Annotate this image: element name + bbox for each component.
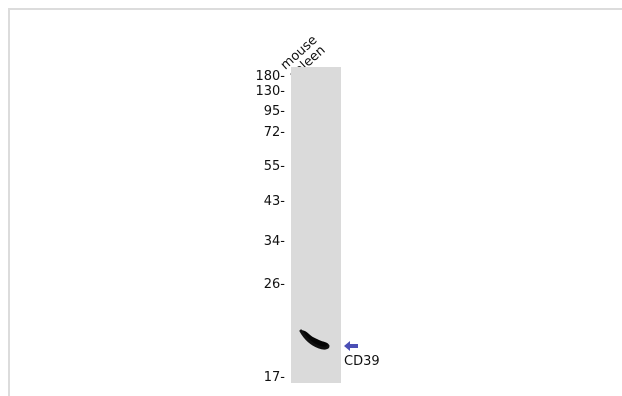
protein-band [299, 329, 330, 350]
gel-lane [291, 67, 341, 383]
arrow-shape [344, 341, 358, 351]
marker-34: 34- [263, 234, 285, 249]
marker-55: 55- [263, 159, 285, 174]
marker-180: 180- [255, 69, 285, 84]
marker-72: 72- [263, 125, 285, 140]
marker-95: 95- [263, 104, 285, 119]
marker-26: 26- [263, 277, 285, 292]
marker-43: 43- [263, 194, 285, 209]
top-border [8, 8, 622, 10]
arrow-left-icon [344, 341, 358, 351]
marker-17: 17- [263, 370, 285, 385]
left-border [8, 8, 10, 396]
target-label: CD39 [344, 354, 380, 369]
marker-130: 130- [255, 84, 285, 99]
